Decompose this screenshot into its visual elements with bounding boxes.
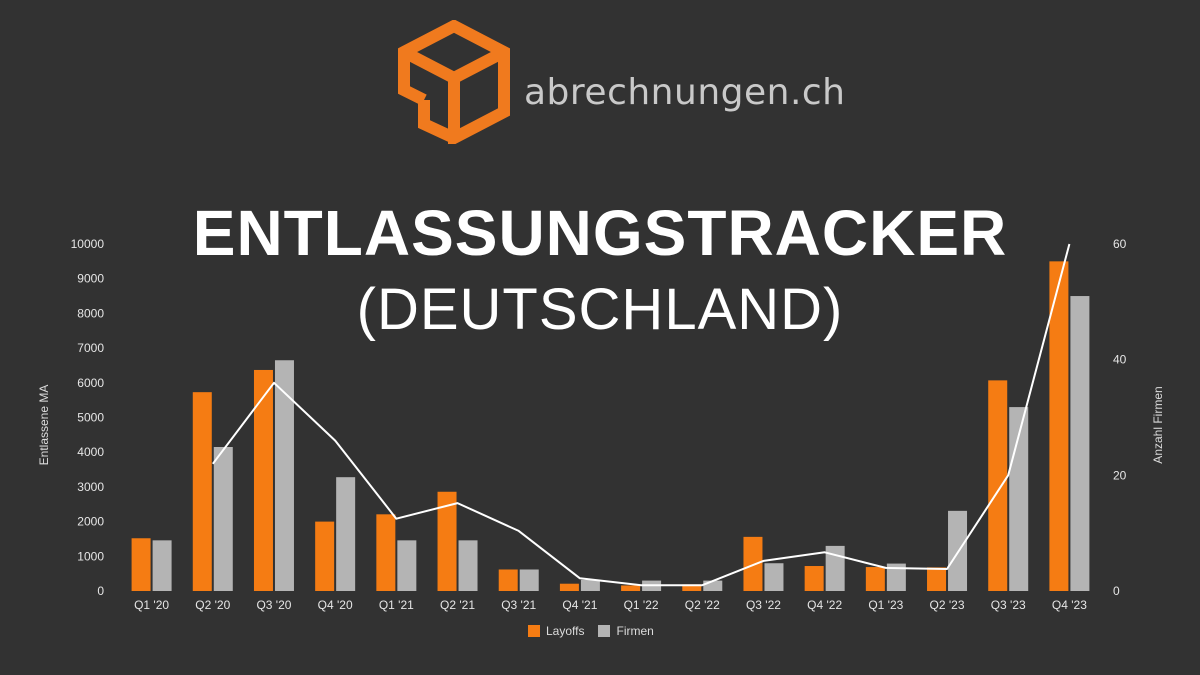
- x-tick-label: Q4 '20: [318, 598, 353, 612]
- x-tick-label: Q4 '22: [807, 598, 842, 612]
- x-tick-label: Q2 '20: [195, 598, 230, 612]
- y-tick-label-right: 20: [1113, 468, 1127, 482]
- page-subtitle: (DEUTSCHLAND): [356, 277, 844, 342]
- line-series: [212, 243, 1071, 587]
- bar-layoffs-12: [865, 567, 885, 591]
- y-tick-label-right: 0: [1113, 584, 1120, 598]
- bar-layoffs-8: [621, 585, 641, 591]
- y-tick-label-left: 0: [97, 584, 104, 598]
- bar-layoffs-13: [927, 567, 947, 591]
- bar-firmen-9: [703, 580, 723, 591]
- legend-swatch-firmen: [598, 625, 611, 637]
- x-tick-label: Q3 '22: [746, 598, 781, 612]
- bar-layoffs-4: [376, 514, 396, 591]
- page-title: ENTLASSUNGSTRACKER: [192, 197, 1008, 269]
- x-tick-label: Q1 '23: [868, 598, 903, 612]
- bar-layoffs-9: [682, 584, 702, 591]
- bar-firmen-7: [580, 579, 600, 591]
- bar-layoffs-1: [192, 392, 212, 591]
- x-tick-label: Q2 '23: [930, 598, 965, 612]
- line-series-path: [212, 243, 1071, 587]
- cube-logo-icon: [398, 20, 510, 144]
- y-axis-label-left: Entlassene MA: [37, 385, 51, 466]
- bar-firmen-3: [336, 477, 356, 591]
- brand-name: abrechnungen.ch: [524, 72, 846, 113]
- x-tick-label: Q1 '22: [624, 598, 659, 612]
- legend-item-layoffs: Layoffs: [528, 624, 584, 638]
- x-axis-ticks: Q1 '20 Q2 '20 Q3 '20 Q4 '20 Q1 '21 Q2 '21 Q3 '…: [134, 598, 1087, 612]
- bar-firmen-12: [886, 563, 906, 591]
- x-tick-label: Q2 '21: [440, 598, 475, 612]
- bar-firmen-1: [213, 446, 233, 591]
- y-tick-label-left: 2000: [77, 515, 104, 529]
- bar-firmen-5: [458, 540, 478, 591]
- y-tick-label-left: 4000: [77, 445, 104, 459]
- bar-firmen-4: [397, 540, 417, 591]
- bar-layoffs-7: [559, 583, 579, 591]
- x-tick-label: Q2 '22: [685, 598, 720, 612]
- y-tick-label-left: 6000: [77, 376, 104, 390]
- left-axis: 0 1000 2000 3000 4000 5000 6000 7000 8000 9000 100…: [71, 237, 105, 598]
- bar-layoffs-14: [988, 380, 1008, 591]
- legend-swatch-layoffs: [528, 625, 540, 637]
- bar-layoffs-3: [315, 521, 335, 591]
- bar-layoffs-0: [131, 538, 151, 591]
- y-tick-label-left: 7000: [77, 341, 104, 355]
- bar-layoffs-2: [253, 369, 273, 591]
- bar-firmen-10: [764, 563, 784, 591]
- bar-layoffs-10: [743, 536, 763, 591]
- y-tick-label-left: 5000: [77, 411, 104, 425]
- y-tick-label-left: 10000: [71, 237, 105, 251]
- bar-layoffs-11: [804, 566, 824, 591]
- bar-firmen-15: [1070, 296, 1090, 591]
- y-tick-label-left: 9000: [77, 272, 104, 286]
- y-tick-label-left: 1000: [77, 549, 104, 563]
- x-tick-label: Q4 '23: [1052, 598, 1087, 612]
- y-tick-label-right: 40: [1113, 353, 1127, 367]
- y-tick-label-left: 8000: [77, 306, 104, 320]
- x-tick-label: Q4 '21: [562, 598, 597, 612]
- legend-item-firmen: Firmen: [598, 624, 654, 638]
- bar-series: [131, 261, 1090, 591]
- y-tick-label-left: 3000: [77, 480, 104, 494]
- x-tick-label: Q3 '21: [501, 598, 536, 612]
- x-tick-label: Q3 '23: [991, 598, 1026, 612]
- bar-firmen-0: [152, 540, 172, 591]
- bar-firmen-13: [948, 510, 968, 591]
- x-tick-label: Q1 '20: [134, 598, 169, 612]
- x-tick-label: Q1 '21: [379, 598, 414, 612]
- y-axis-label-right: Anzahl Firmen: [1151, 386, 1165, 463]
- bar-layoffs-5: [437, 491, 457, 591]
- legend-label-firmen: Firmen: [616, 624, 654, 638]
- bar-firmen-2: [274, 360, 294, 591]
- x-tick-label: Q3 '20: [256, 598, 291, 612]
- y-tick-label-right: 60: [1113, 237, 1127, 251]
- right-axis: 0 20 40 60: [1113, 237, 1127, 598]
- chart-legend: Layoffs Firmen: [528, 624, 654, 638]
- legend-label-layoffs: Layoffs: [546, 624, 585, 638]
- bar-firmen-6: [519, 569, 539, 591]
- bar-layoffs-6: [498, 569, 518, 591]
- bar-layoffs-15: [1049, 261, 1069, 591]
